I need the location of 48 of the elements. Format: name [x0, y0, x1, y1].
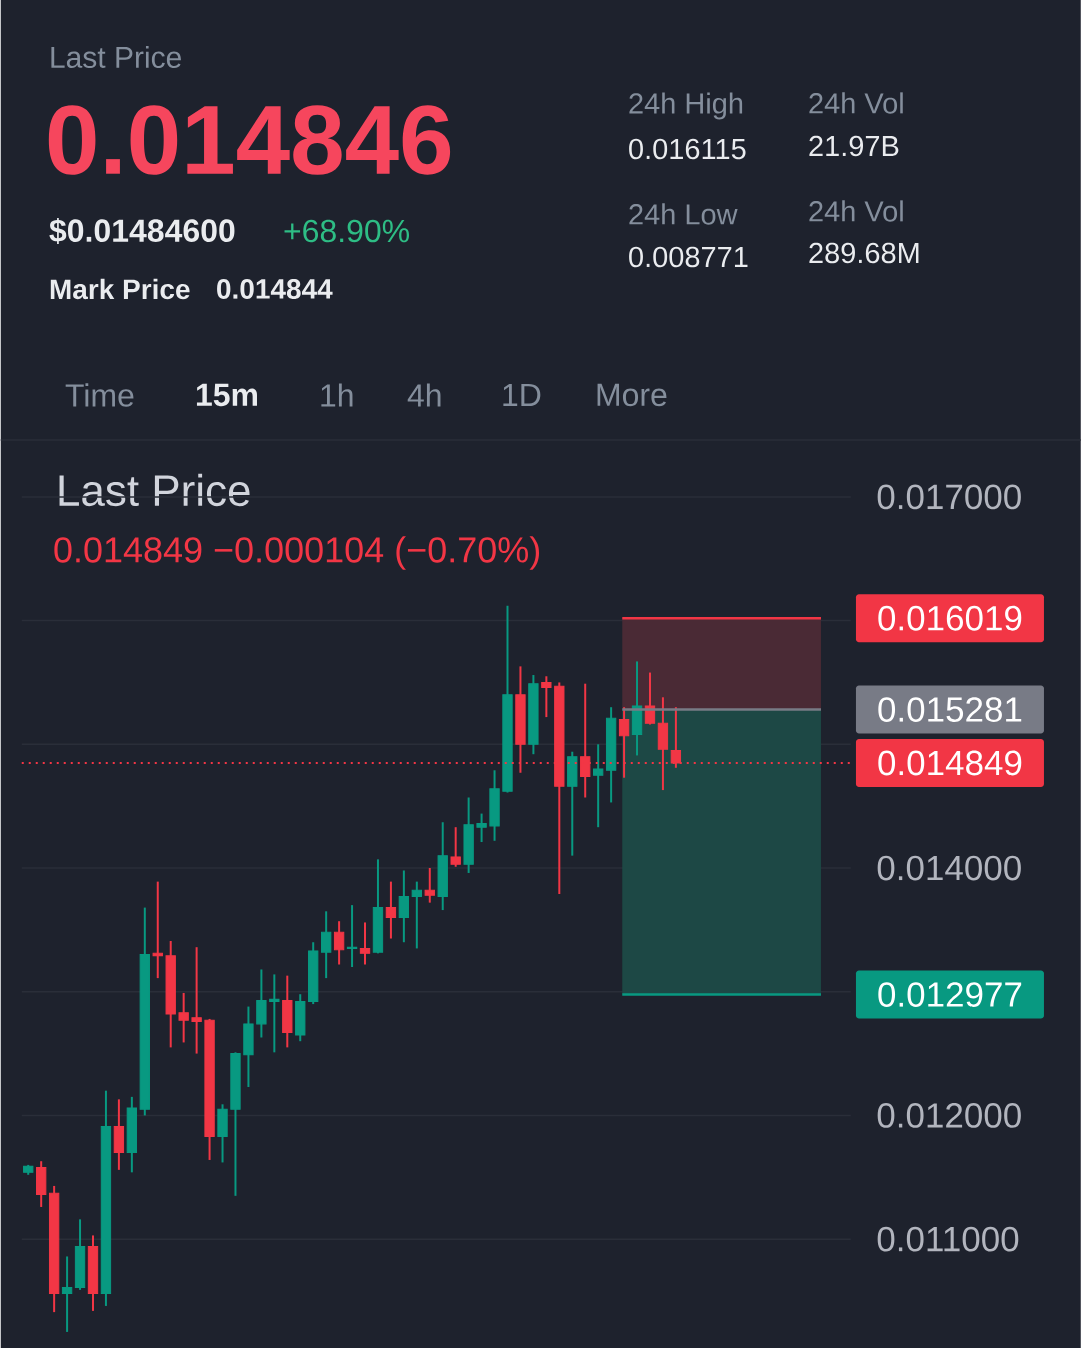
text: Time — [65, 383, 134, 407]
text: 24h High — [629, 92, 743, 120]
candlestick — [541, 675, 552, 719]
y-tick-label: 0.017000 — [877, 484, 1022, 510]
text: 4h — [407, 383, 441, 407]
candlestick — [398, 869, 410, 944]
text: 1D — [503, 383, 541, 406]
candlestick — [152, 880, 164, 980]
ref-line-label: 0.016019 — [878, 605, 1022, 631]
ref-line-label: 0.015281 — [878, 697, 1022, 722]
candlestick — [62, 1255, 73, 1333]
y-tick-label: 0.014000 — [877, 855, 1022, 881]
text: 24h Low — [629, 203, 738, 225]
candlestick — [321, 910, 332, 980]
text: 1h — [321, 383, 353, 407]
text: 0.014846 — [49, 105, 451, 175]
text: Last Price — [59, 473, 250, 507]
candlestick — [269, 973, 280, 1054]
candlestick — [347, 904, 358, 968]
text: 21.97B — [809, 135, 899, 157]
candlestick — [424, 867, 436, 904]
candlestick — [334, 920, 345, 966]
text: +68.90% — [284, 219, 410, 243]
text: 289.68M — [809, 242, 919, 264]
y-tick-label: 0.011000 — [877, 1226, 1019, 1252]
text: 15m — [197, 383, 258, 407]
ref-line-label: 0.014849 — [878, 750, 1022, 776]
text: 24h Vol — [809, 92, 904, 114]
text: 24h Vol — [809, 200, 904, 222]
y-tick-label: 0.012000 — [877, 1103, 1022, 1128]
candlestick — [476, 812, 487, 844]
candlestick — [360, 921, 371, 966]
text: 0.014849 −0.000104 (−0.70%) — [54, 536, 540, 570]
text: Mark Price — [51, 278, 190, 300]
candlestick — [178, 991, 190, 1044]
candlestick — [386, 880, 397, 940]
text: 0.008771 — [629, 246, 748, 268]
ref-line-label: 0.012977 — [878, 982, 1022, 1007]
candlestick — [450, 826, 462, 868]
text: 0.016115 — [629, 138, 746, 160]
candlestick — [593, 743, 604, 829]
candlestick — [191, 946, 203, 1055]
text: 0.014844 — [217, 279, 333, 299]
text: More — [597, 383, 667, 407]
candlestick — [411, 880, 423, 950]
text: $0.01484600 — [49, 217, 235, 245]
candlestick — [256, 968, 267, 1039]
text: Last Price — [51, 45, 182, 68]
